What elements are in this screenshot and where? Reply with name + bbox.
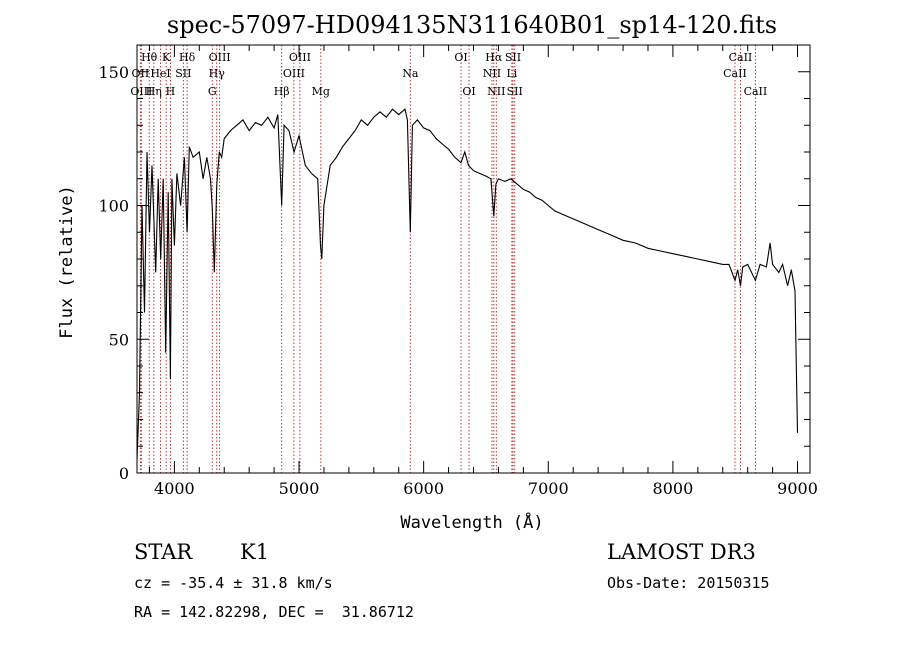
x-tick-label-0: 4000 <box>154 479 195 498</box>
x-tick-label-5: 9000 <box>777 479 818 498</box>
line-label-4: K <box>162 51 171 64</box>
line-label-5: H <box>166 85 176 98</box>
plot-frame <box>136 44 811 474</box>
x-tick-label-4: 8000 <box>653 479 694 498</box>
line-label-11: G <box>208 85 217 98</box>
line-label-12: Hβ <box>274 85 290 98</box>
line-label-7: SII <box>175 67 191 80</box>
spectral-line-markers <box>139 45 756 473</box>
line-label-10: Hγ <box>209 67 226 80</box>
line-label-2: OIII <box>130 85 152 98</box>
survey-name: LAMOST DR3 <box>607 540 756 564</box>
x-axis-label: Wavelength (Å) <box>400 511 543 533</box>
chart-title: spec-57097-HD094135N311640B01_sp14-120.f… <box>167 11 777 39</box>
y-tick-label-0: 0 <box>119 464 129 483</box>
y-tick-label-2: 100 <box>98 197 129 216</box>
line-label-13: OIII <box>289 51 311 64</box>
line-label-21: NII <box>483 67 501 80</box>
line-label-19: Hα <box>485 51 503 64</box>
line-label-20: SII <box>505 51 521 64</box>
object-type: STAR <box>134 540 193 564</box>
spectrum-chart: spec-57097-HD094135N311640B01_sp14-120.f… <box>57 11 818 533</box>
axis-tick-labels: 4000 5000 6000 7000 8000 9000 0 50 100 150 <box>98 63 817 498</box>
observation-date: Obs-Date: 20150315 <box>607 574 770 592</box>
redshift-value: cz = -35.4 ± 31.8 km/s <box>134 574 333 592</box>
axis-ticks <box>137 44 810 474</box>
x-tick-label-1: 5000 <box>279 479 320 498</box>
line-label-16: Na <box>402 67 419 80</box>
line-label-23: NII <box>487 85 505 98</box>
line-label-24: SII <box>507 85 523 98</box>
x-tick-label-3: 7000 <box>528 479 569 498</box>
coordinates: RA = 142.82298, DEC = 31.86712 <box>134 603 414 621</box>
line-label-3: Hη <box>146 85 162 98</box>
line-label-14: OIII <box>283 67 305 80</box>
line-label-1: Hθ <box>141 51 158 64</box>
line-label-0: OII <box>132 67 150 80</box>
y-axis-label: Flux (relative) <box>57 185 77 339</box>
line-label-27: CaII <box>744 85 768 98</box>
line-label-17: OI <box>454 51 467 64</box>
y-tick-label-3: 150 <box>98 63 129 82</box>
line-label-9: OIII <box>209 51 231 64</box>
line-label-8: Hδ <box>179 51 196 64</box>
line-label-22: Li <box>506 67 517 80</box>
line-label-6: HeI <box>150 67 170 80</box>
x-tick-label-2: 6000 <box>403 479 444 498</box>
line-label-25: CaII <box>729 51 753 64</box>
flux-series-line <box>136 108 799 460</box>
line-label-26: CaII <box>723 67 747 80</box>
line-label-15: Mg <box>312 85 330 98</box>
line-label-18: OI <box>462 85 475 98</box>
spectral-subclass: K1 <box>240 540 270 564</box>
y-tick-label-1: 50 <box>109 330 129 349</box>
